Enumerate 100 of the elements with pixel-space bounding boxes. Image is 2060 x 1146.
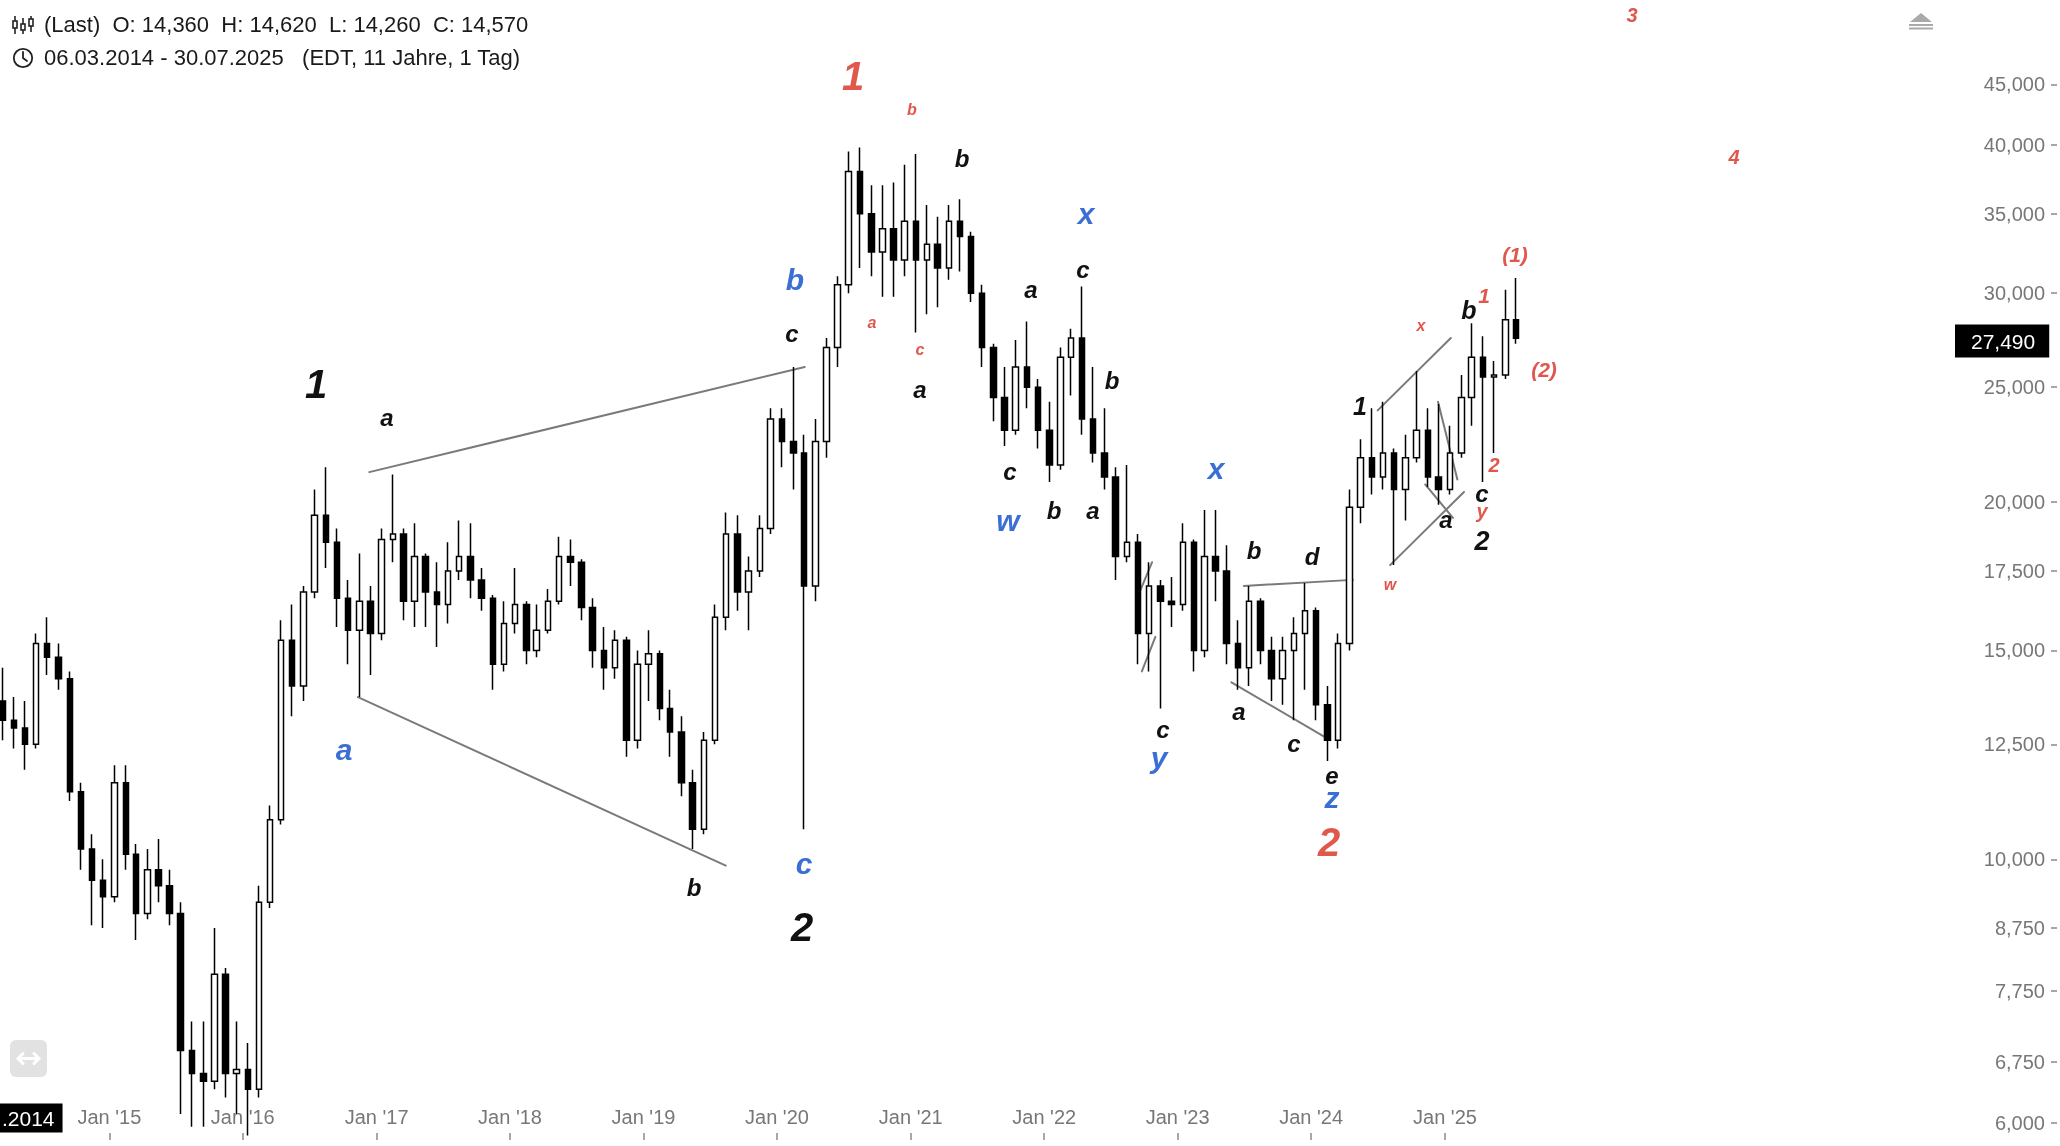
candlestick xyxy=(989,342,998,423)
y-tick-label: 7,750 xyxy=(1994,979,2045,1002)
candlestick xyxy=(900,163,909,278)
candlestick xyxy=(0,667,7,741)
y-tick-label: 6,750 xyxy=(1994,1050,2045,1073)
candlestick xyxy=(1323,685,1332,762)
candlestick xyxy=(945,204,953,281)
annotation: a xyxy=(1439,505,1453,533)
x-tick-label: Jan '21 xyxy=(878,1106,943,1128)
candlestick xyxy=(1301,582,1309,691)
candlestick xyxy=(154,838,163,904)
candlestick xyxy=(856,146,864,269)
candlestick xyxy=(122,764,130,871)
candlestick xyxy=(66,670,74,802)
candlestick xyxy=(1211,509,1220,603)
y-tick-label: 20,000 xyxy=(1983,491,2045,514)
annotation: a xyxy=(913,375,927,403)
candlestick xyxy=(555,536,563,606)
y-tick-label: 12,500 xyxy=(1983,733,2045,756)
x-tick-label: Jan '17 xyxy=(344,1106,409,1128)
candlestick xyxy=(878,184,887,298)
candlestick xyxy=(532,603,541,659)
annotation: c xyxy=(795,846,813,880)
annotation: b xyxy=(1046,496,1062,524)
annotation: b xyxy=(1246,536,1262,564)
candlestick xyxy=(1401,433,1410,522)
candlestick xyxy=(544,588,552,635)
candlestick xyxy=(978,283,986,368)
x-tick-label: Jan '23 xyxy=(1145,1106,1210,1128)
candlestick xyxy=(1501,289,1510,380)
candlestick xyxy=(511,567,519,635)
candlestick xyxy=(1167,576,1176,628)
annotation: b xyxy=(954,144,970,172)
candlestick xyxy=(1045,401,1054,483)
candlestick xyxy=(1390,447,1398,566)
candlestick xyxy=(1412,370,1421,464)
candlestick xyxy=(1457,374,1466,459)
annotation: 4 xyxy=(1727,146,1740,168)
candlestick xyxy=(1190,538,1198,673)
candlestick xyxy=(1512,277,1520,345)
candlestick xyxy=(1267,636,1276,702)
candlestick xyxy=(1111,466,1120,581)
annotation: c xyxy=(1475,479,1489,507)
annotation: 27,490 xyxy=(1971,329,2036,353)
candlestick xyxy=(633,649,642,750)
candlestick xyxy=(1312,606,1320,721)
candlestick xyxy=(644,629,653,702)
annotation: x xyxy=(1205,451,1226,485)
candlestick xyxy=(410,522,419,628)
candlestick xyxy=(677,715,686,798)
candlestick xyxy=(1089,366,1097,464)
candlestick xyxy=(811,418,820,603)
candlestick xyxy=(744,555,753,631)
annotation: a xyxy=(1086,496,1100,524)
candlestick xyxy=(143,848,152,921)
annotation: .2014 xyxy=(2,1106,55,1130)
annotation: b xyxy=(907,100,918,118)
candlestick xyxy=(1379,401,1387,491)
annotation: a xyxy=(867,313,877,331)
candlestick xyxy=(477,567,486,612)
candlestick xyxy=(322,466,330,569)
candlestick xyxy=(366,585,375,676)
y-tick-label: 10,000 xyxy=(1983,848,2045,871)
annotation: 2 xyxy=(789,905,814,949)
candlestick xyxy=(277,619,285,826)
candlestick xyxy=(466,522,475,599)
y-tick-label: 6,000 xyxy=(1994,1111,2045,1134)
x-tick-label: Jan '15 xyxy=(77,1106,142,1128)
annotation: 2 xyxy=(1316,820,1341,864)
annotation: (2) xyxy=(1531,357,1557,381)
annotation: c xyxy=(915,340,925,358)
candlestick xyxy=(1134,533,1142,666)
candlestick xyxy=(912,153,920,334)
candlestick xyxy=(1424,407,1432,488)
candlestick xyxy=(1011,339,1020,436)
annotation: a xyxy=(1232,697,1246,725)
candlestick xyxy=(489,594,497,691)
candlestick xyxy=(577,558,586,622)
candlestick xyxy=(766,407,775,535)
candlestick xyxy=(77,782,85,871)
annotation: w xyxy=(996,503,1022,537)
candlestick xyxy=(1446,424,1454,496)
candlestick xyxy=(1000,366,1009,447)
annotation: a xyxy=(335,732,353,766)
annotation: 1 xyxy=(841,54,865,98)
annotation: 2 xyxy=(1487,454,1500,476)
candlestick xyxy=(1278,636,1287,706)
candlestick xyxy=(221,967,230,1099)
candlestick xyxy=(344,579,352,666)
annotation: a xyxy=(380,403,394,431)
candlestick xyxy=(88,833,96,926)
x-tick-label: Jan '16 xyxy=(210,1106,275,1128)
candlestick xyxy=(778,407,786,469)
candlestick xyxy=(833,275,842,368)
candlestick xyxy=(1479,335,1487,483)
candlestick xyxy=(666,688,674,758)
candlestick xyxy=(566,538,575,587)
x-tick-label: Jan '18 xyxy=(478,1106,542,1128)
candlestick xyxy=(733,514,742,612)
candlestick xyxy=(1490,360,1498,454)
